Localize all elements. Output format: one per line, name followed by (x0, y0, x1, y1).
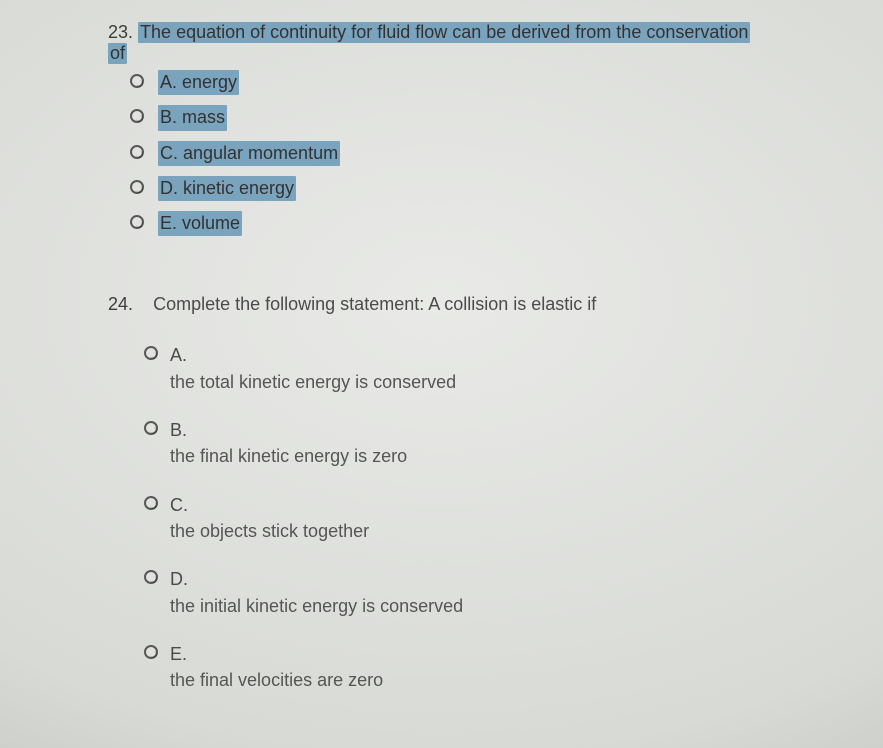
option-24-e-text: the final velocities are zero (170, 668, 383, 692)
option-24-d-letter: D. (170, 567, 463, 591)
option-24-e: E. the final velocities are zero (144, 642, 861, 693)
question-24: 24. Complete the following statement: A … (108, 294, 861, 692)
radio-23-c[interactable] (130, 145, 144, 159)
option-24-b-letter: B. (170, 418, 407, 442)
option-23-b-label: B. mass (158, 105, 227, 130)
option-24-d: D. the initial kinetic energy is conserv… (144, 567, 861, 618)
question-23-stem: 23. The equation of continuity for fluid… (108, 22, 861, 64)
option-24-e-letter: E. (170, 642, 383, 666)
option-24-a-text: the total kinetic energy is conserved (170, 370, 456, 394)
option-24-b-text: the final kinetic energy is zero (170, 444, 407, 468)
option-24-b: B. the final kinetic energy is zero (144, 418, 861, 469)
quiz-content: 23. The equation of continuity for fluid… (18, 22, 865, 692)
question-24-options: A. the total kinetic energy is conserved… (144, 343, 861, 692)
question-23-text-line1: The equation of continuity for fluid flo… (138, 22, 750, 43)
option-24-a: A. the total kinetic energy is conserved (144, 343, 861, 394)
option-24-c: C. the objects stick together (144, 493, 861, 544)
question-24-stem: 24. Complete the following statement: A … (108, 294, 861, 315)
option-23-a: A. energy (130, 70, 861, 95)
radio-24-c[interactable] (144, 496, 158, 510)
option-23-b: B. mass (130, 105, 861, 130)
question-24-number: 24. (108, 294, 133, 314)
radio-24-b[interactable] (144, 421, 158, 435)
option-23-e: E. volume (130, 211, 861, 236)
option-23-c: C. angular momentum (130, 141, 861, 166)
question-23-options: A. energy B. mass C. angular momentum D.… (130, 70, 861, 236)
option-23-d-label: D. kinetic energy (158, 176, 296, 201)
radio-24-e[interactable] (144, 645, 158, 659)
option-23-e-label: E. volume (158, 211, 242, 236)
radio-23-b[interactable] (130, 109, 144, 123)
option-24-c-text: the objects stick together (170, 519, 369, 543)
question-24-text: Complete the following statement: A coll… (153, 294, 596, 314)
question-23-number: 23. (108, 22, 133, 42)
radio-23-d[interactable] (130, 180, 144, 194)
question-23-text-line2: of (108, 43, 127, 64)
radio-23-a[interactable] (130, 74, 144, 88)
option-23-a-label: A. energy (158, 70, 239, 95)
question-23: 23. The equation of continuity for fluid… (108, 22, 861, 236)
radio-24-d[interactable] (144, 570, 158, 584)
radio-23-e[interactable] (130, 215, 144, 229)
radio-24-a[interactable] (144, 346, 158, 360)
option-23-d: D. kinetic energy (130, 176, 861, 201)
option-24-c-letter: C. (170, 493, 369, 517)
option-23-c-label: C. angular momentum (158, 141, 340, 166)
option-24-d-text: the initial kinetic energy is conserved (170, 594, 463, 618)
option-24-a-letter: A. (170, 343, 456, 367)
